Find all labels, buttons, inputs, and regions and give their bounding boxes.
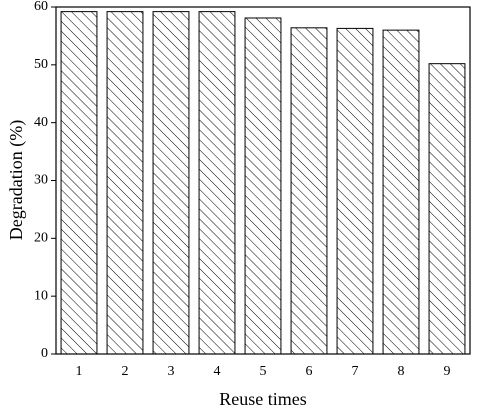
bar: [244, 17, 282, 355]
bar: [198, 11, 236, 355]
bar: [290, 27, 328, 355]
y-tick-label: 40: [34, 115, 48, 130]
y-tick-label: 60: [34, 0, 48, 14]
bar: [60, 11, 98, 355]
x-tick-label: 4: [214, 364, 221, 379]
bar: [336, 27, 374, 355]
y-tick-label: 50: [34, 57, 48, 72]
y-axis-title: Degradation (%): [6, 120, 27, 240]
bar: [428, 63, 466, 355]
x-tick-label: 9: [444, 364, 451, 379]
bar: [382, 29, 420, 355]
x-tick-label: 7: [352, 364, 359, 379]
x-tick-label: 5: [260, 364, 267, 379]
x-tick-label: 2: [122, 364, 129, 379]
x-tick-label: 8: [398, 364, 405, 379]
x-tick-label: 3: [168, 364, 175, 379]
bar: [152, 11, 190, 355]
y-tick-label: 0: [41, 346, 48, 361]
y-tick-label: 30: [34, 173, 48, 188]
x-axis-title: Reuse times: [219, 389, 307, 409]
y-tick-label: 10: [34, 288, 48, 303]
x-tick-label: 1: [76, 364, 83, 379]
y-tick-label: 20: [34, 231, 48, 246]
plot-frame: [55, 6, 471, 355]
x-tick-label: 6: [306, 364, 313, 379]
bar: [106, 11, 144, 355]
